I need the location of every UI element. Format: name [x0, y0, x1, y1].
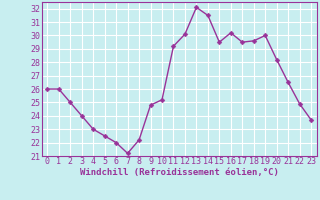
X-axis label: Windchill (Refroidissement éolien,°C): Windchill (Refroidissement éolien,°C) — [80, 168, 279, 177]
